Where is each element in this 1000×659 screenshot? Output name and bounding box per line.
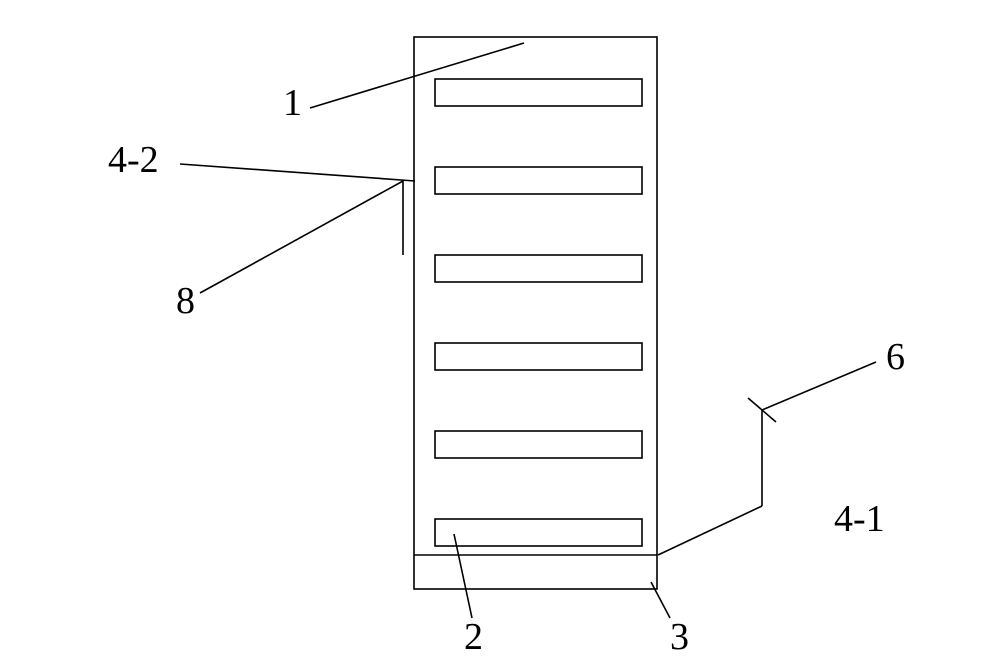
inner-bar-3 — [435, 255, 642, 282]
leader-6 — [762, 362, 876, 506]
lbl-8: 8 — [176, 280, 195, 322]
inner-bar-2 — [435, 167, 642, 194]
lbl-4-1: 4-1 — [834, 498, 885, 540]
lbl-1: 1 — [283, 82, 302, 124]
leader-4-1 — [658, 506, 762, 555]
leader-1 — [310, 43, 524, 108]
lbl-3: 3 — [670, 616, 689, 658]
inner-bar-1 — [435, 79, 642, 106]
leader-3 — [651, 582, 670, 618]
inner-bar-5 — [435, 431, 642, 458]
lbl-6: 6 — [886, 336, 905, 378]
outer-box — [414, 37, 657, 589]
inner-bar-6 — [435, 519, 642, 546]
inner-bar-4 — [435, 343, 642, 370]
lbl-2: 2 — [464, 616, 483, 658]
leader-8 — [200, 181, 403, 293]
lbl-4-2: 4-2 — [108, 139, 159, 181]
leader-4-2 — [180, 164, 415, 181]
